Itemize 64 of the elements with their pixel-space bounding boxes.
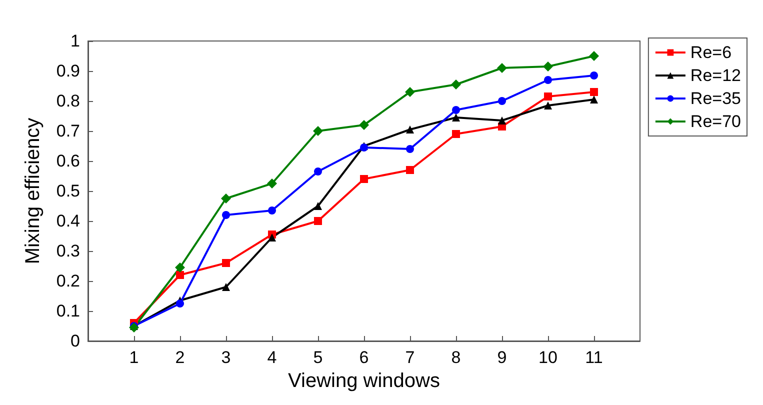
point	[313, 126, 323, 136]
point	[314, 168, 322, 176]
point	[175, 262, 185, 272]
y-tick-label: 1	[70, 32, 80, 50]
x-tick-label: 6	[359, 348, 369, 367]
y-tick-label: 0	[70, 332, 80, 350]
y-tick-label: 0.6	[56, 152, 80, 170]
point	[590, 88, 598, 96]
legend-label: Re=70	[690, 112, 742, 131]
y-tick-label: 0.3	[56, 242, 80, 260]
point	[590, 72, 598, 80]
point	[359, 120, 369, 130]
point	[268, 206, 276, 214]
legend-label: Re=35	[690, 89, 742, 108]
point	[267, 178, 277, 188]
point	[452, 130, 460, 138]
legend-label: Re=6	[690, 43, 732, 62]
x-tick-label: 4	[267, 348, 277, 367]
x-tick-label: 2	[175, 348, 185, 367]
point	[268, 234, 276, 242]
point	[406, 145, 414, 153]
point	[590, 96, 598, 104]
point	[405, 87, 415, 97]
point	[222, 211, 230, 219]
point	[451, 80, 461, 90]
legend-label: Re=12	[690, 66, 742, 85]
x-tick-label: 10	[538, 348, 558, 367]
point	[360, 175, 368, 183]
point	[406, 126, 414, 134]
point	[543, 62, 553, 72]
y-tick-label: 0.2	[56, 272, 80, 290]
y-tick-label: 0.8	[56, 92, 80, 110]
y-tick-label: 0.1	[56, 302, 80, 320]
x-tick-label: 1	[129, 348, 139, 367]
y-axis-title: Mixing efficiency	[22, 118, 44, 264]
x-tick-label: 8	[451, 348, 461, 367]
x-tick-label: 3	[221, 348, 231, 367]
point	[498, 116, 506, 124]
x-tick-label: 9	[497, 348, 507, 367]
point	[314, 217, 322, 225]
point	[589, 51, 599, 61]
point	[406, 166, 414, 174]
point	[221, 194, 231, 204]
point	[314, 202, 322, 210]
point	[222, 259, 230, 267]
point	[544, 92, 552, 100]
point	[176, 271, 184, 279]
point	[452, 106, 460, 114]
x-axis-title: Viewing windows	[288, 370, 440, 392]
x-tick-label: 11	[585, 348, 603, 367]
x-tick-label: 7	[405, 348, 415, 367]
y-tick-label: 0.4	[56, 212, 80, 230]
y-tick-label: 0.5	[56, 182, 80, 200]
x-tick-label: 5	[313, 348, 323, 367]
point	[222, 283, 230, 291]
point	[544, 102, 552, 110]
point	[452, 114, 460, 122]
point	[129, 322, 139, 332]
y-tick-label: 0.9	[56, 62, 80, 80]
point	[544, 76, 552, 84]
point	[498, 97, 506, 105]
y-tick-label: 0.7	[56, 122, 80, 140]
point	[176, 300, 184, 308]
point	[497, 63, 507, 73]
